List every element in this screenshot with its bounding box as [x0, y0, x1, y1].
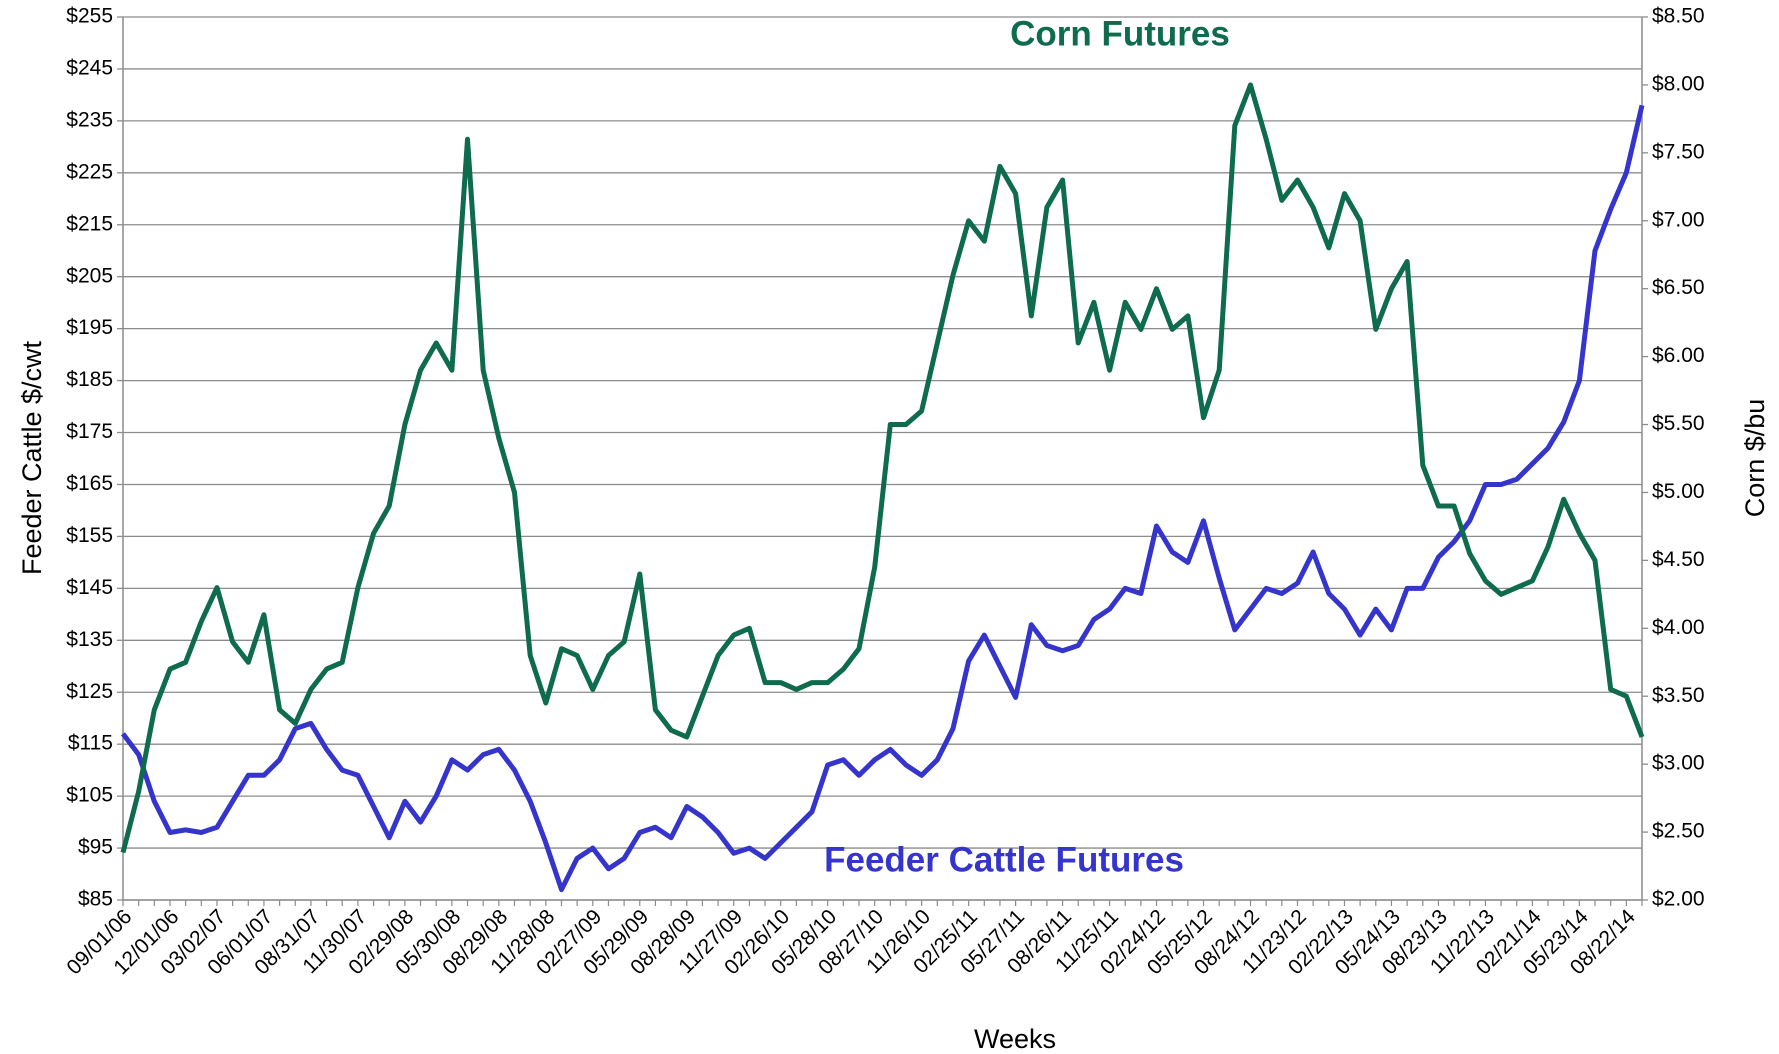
y-tick-label: $145	[66, 576, 113, 599]
y-tick-label: $205	[66, 264, 113, 287]
y2-tick-label: $5.50	[1652, 412, 1705, 435]
y-tick-label: $185	[66, 368, 113, 391]
y2-tick-label: $8.00	[1652, 72, 1705, 95]
y2-tick-label: $4.50	[1652, 548, 1705, 571]
y-tick-label: $155	[66, 524, 113, 547]
y2-tick-label: $7.00	[1652, 208, 1705, 231]
y-tick-label: $115	[68, 732, 113, 755]
y-tick-label: $225	[66, 160, 113, 183]
y-tick-label: $125	[66, 680, 113, 703]
y2-tick-label: $3.00	[1652, 752, 1705, 775]
y-tick-label: $85	[78, 888, 113, 911]
y-axis-title: Feeder Cattle $/cwt	[17, 340, 47, 575]
y-tick-label: $175	[66, 420, 113, 443]
y-tick-label: $105	[66, 784, 113, 807]
y-tick-label: $95	[78, 836, 113, 859]
y2-tick-label: $5.00	[1652, 480, 1705, 503]
y-tick-label: $165	[66, 472, 113, 495]
series-line	[121, 104, 1645, 893]
y2-axis-title: Corn $/bu	[1740, 399, 1770, 518]
y-tick-label: $135	[66, 628, 113, 651]
x-axis-title: Weeks	[974, 1024, 1056, 1049]
y2-tick-label: $3.50	[1652, 684, 1705, 707]
y-tick-label: $245	[66, 56, 113, 79]
series-label: Corn Futures	[1010, 14, 1230, 53]
y2-tick-label: $6.00	[1652, 344, 1705, 367]
y2-tick-label: $4.00	[1652, 616, 1705, 639]
y2-tick-label: $6.50	[1652, 276, 1705, 299]
y2-tick-label: $7.50	[1652, 140, 1705, 163]
series-line	[120, 82, 1645, 854]
y-tick-label: $235	[66, 108, 113, 131]
y2-tick-label: $2.50	[1652, 820, 1705, 843]
y2-tick-label: $2.00	[1652, 888, 1705, 911]
y-tick-label: $215	[66, 212, 113, 235]
y2-tick-label: $8.50	[1652, 5, 1705, 28]
series-label: Feeder Cattle Futures	[824, 840, 1184, 879]
y-tick-label: $195	[66, 316, 113, 339]
y-tick-label: $255	[66, 5, 113, 28]
